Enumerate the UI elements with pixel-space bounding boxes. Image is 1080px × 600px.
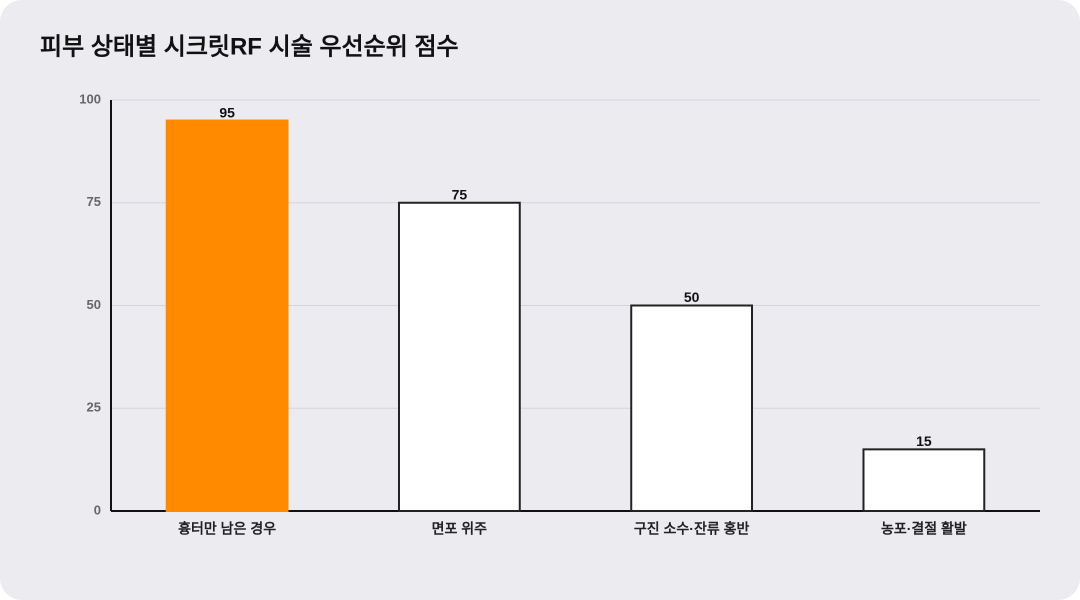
y-tick-label: 25 — [87, 400, 101, 415]
x-tick-label: 구진 소수·잔류 홍반 — [634, 521, 750, 537]
bar — [165, 119, 289, 513]
y-tick-label: 100 — [79, 91, 101, 106]
y-tick-label: 0 — [94, 502, 101, 517]
y-tick-label: 50 — [87, 297, 101, 312]
x-tick-label: 면포 위주 — [432, 521, 488, 537]
value-label: 95 — [219, 104, 235, 120]
bar — [397, 201, 521, 512]
y-tick-label: 75 — [87, 194, 101, 209]
value-label: 50 — [684, 289, 700, 305]
value-label: 15 — [916, 433, 932, 449]
bar — [630, 304, 754, 512]
x-tick-label: 농포·결절 활발 — [881, 521, 967, 537]
chart-title: 피부 상태별 시크릿RF 시술 우선순위 점수 — [40, 33, 459, 60]
x-tick-label: 흉터만 남은 경우 — [178, 521, 276, 537]
value-label: 75 — [452, 186, 468, 202]
bar — [862, 448, 986, 513]
